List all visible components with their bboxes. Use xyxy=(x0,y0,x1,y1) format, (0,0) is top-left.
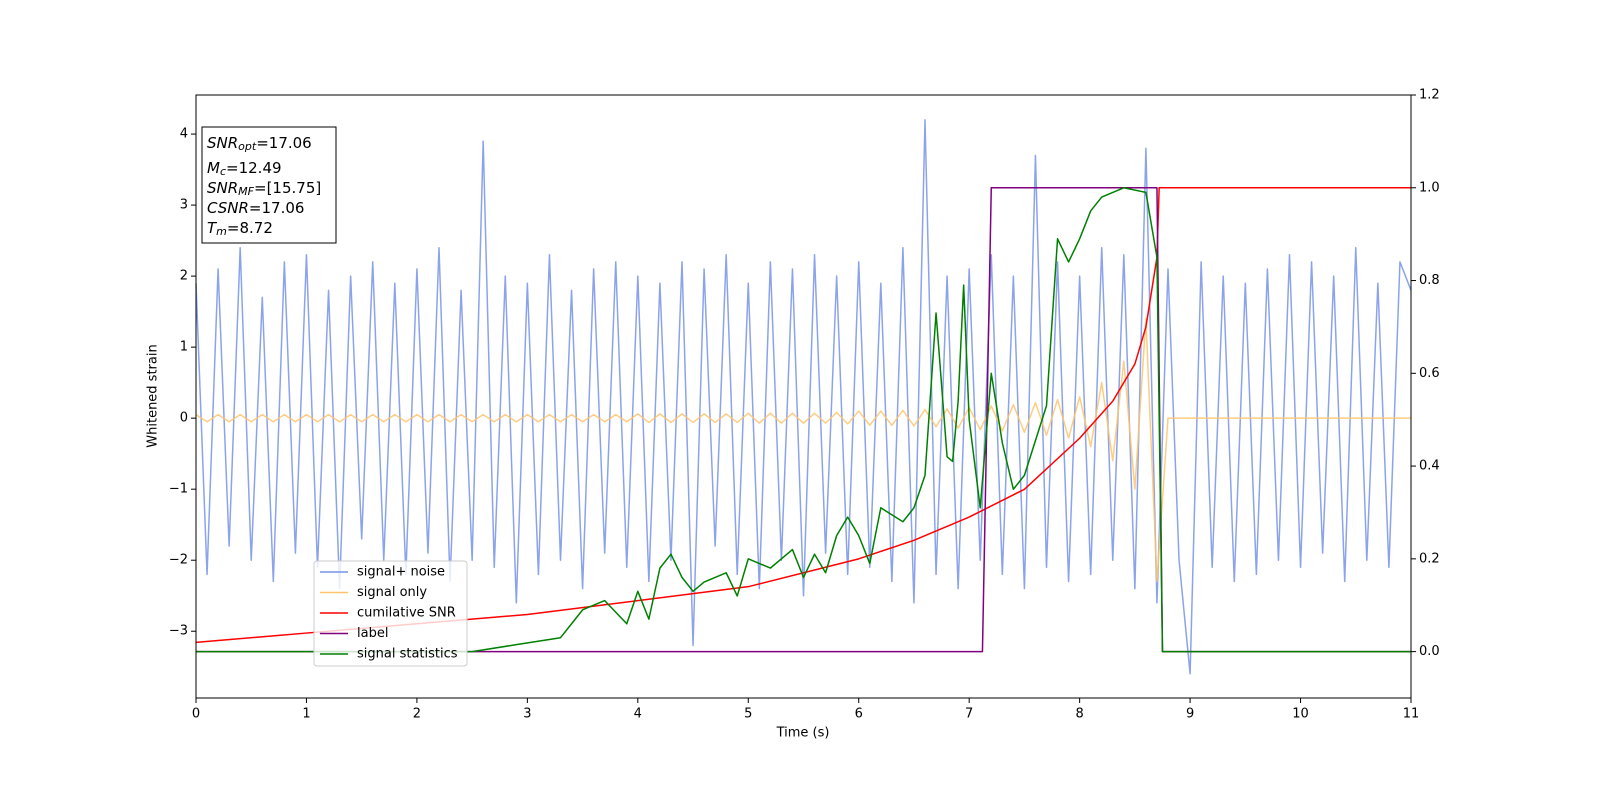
series-line xyxy=(196,187,1411,653)
axes-frame xyxy=(195,94,1412,699)
x-tick-label: 2 xyxy=(413,707,421,722)
legend-label: signal+ noise xyxy=(357,565,445,580)
x-tick-label: 10 xyxy=(1292,707,1309,722)
x-tick-label: 9 xyxy=(1186,707,1194,722)
y-tick-label: −2 xyxy=(169,553,188,568)
annotation: CSNR=17.06 xyxy=(207,199,304,217)
y-tick-label: 1 xyxy=(180,340,188,355)
annotation: Mc=12.49 xyxy=(207,159,282,179)
x-tick-label: 0 xyxy=(192,707,200,722)
y-tick-label: 0 xyxy=(180,411,188,426)
legend-label: cumilative SNR xyxy=(357,606,456,621)
y2-tick-label: 1.0 xyxy=(1419,180,1440,195)
x-tick-label: 3 xyxy=(523,707,531,722)
annotation-part: =8.72 xyxy=(227,219,273,237)
x-tick-label: 4 xyxy=(634,707,642,722)
series-line xyxy=(195,187,1411,644)
x-tick-label: 1 xyxy=(302,707,310,722)
annotation-part: MF xyxy=(238,185,254,198)
y-tick-label: −1 xyxy=(169,482,188,497)
y-tick-label: 2 xyxy=(180,269,188,284)
annotation-part: M xyxy=(207,159,220,177)
annotation: SNRopt=17.06 xyxy=(207,134,312,154)
y2-tick-label: 0.8 xyxy=(1419,273,1440,288)
annotation-part: m xyxy=(216,225,227,238)
x-tick-label: 8 xyxy=(1075,707,1083,722)
annotation-part: =17.06 xyxy=(256,134,312,152)
annotation-part: SNR xyxy=(207,134,238,152)
annotation-part: =12.49 xyxy=(226,159,282,177)
legend-box xyxy=(313,560,468,667)
series-line xyxy=(195,317,1411,583)
x-axis-label: Time (s) xyxy=(776,726,830,741)
annotation-part: =[15.75] xyxy=(254,179,321,197)
y2-tick-label: 1.2 xyxy=(1419,88,1440,103)
y-tick-label: −3 xyxy=(169,624,188,639)
y-tick-label: 3 xyxy=(180,198,188,213)
x-tick-label: 5 xyxy=(744,707,752,722)
x-tick-label: 6 xyxy=(855,707,863,722)
annotation-part: opt xyxy=(238,140,257,153)
annotation-part: =17.06 xyxy=(249,199,305,217)
y-axis-label: Whitened strain xyxy=(146,344,161,447)
annotation: Tm=8.72 xyxy=(207,219,273,239)
legend-label: signal only xyxy=(357,585,427,600)
x-tick-label: 7 xyxy=(965,707,973,722)
legend-label: signal statistics xyxy=(357,647,458,662)
y-tick-label: 4 xyxy=(180,127,188,142)
annotation-part: c xyxy=(220,165,226,178)
annotation-part: CSNR xyxy=(207,199,249,217)
y2-tick-label: 0.4 xyxy=(1419,459,1440,474)
x-tick-label: 11 xyxy=(1403,707,1420,722)
annotation-box xyxy=(201,126,337,244)
y2-tick-label: 0.2 xyxy=(1419,551,1440,566)
annotation-part: SNR xyxy=(207,179,238,197)
annotation: SNRMF=[15.75] xyxy=(207,179,321,199)
annotation-part: T xyxy=(207,219,218,237)
y2-tick-label: 0.0 xyxy=(1419,644,1440,659)
series-line xyxy=(195,119,1412,675)
legend-label: label xyxy=(357,626,388,641)
y2-tick-label: 0.6 xyxy=(1419,366,1440,381)
plot-area xyxy=(195,119,1412,675)
